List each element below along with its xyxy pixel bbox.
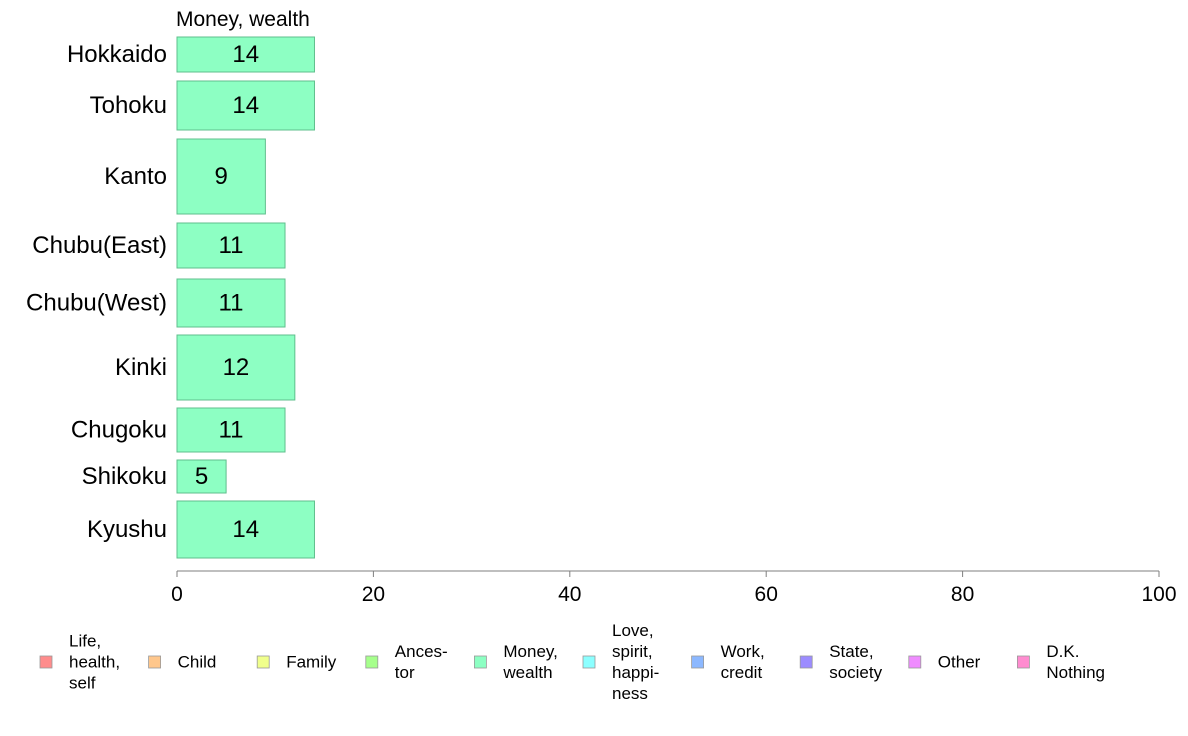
legend-swatch bbox=[365, 655, 379, 669]
bars-group: Hokkaido 14 Tohoku 14 Kanto 9 Chubu(East) 11 Chu… bbox=[26, 36, 315, 559]
legend-item: Work, credit bbox=[691, 642, 765, 682]
legend-label: Child bbox=[178, 653, 217, 672]
legend-label: society bbox=[829, 663, 882, 682]
x-tick-label: 60 bbox=[755, 583, 778, 606]
legend-item: Money, wealth bbox=[473, 642, 558, 682]
legend-swatch bbox=[908, 655, 922, 669]
legend-label: State, bbox=[829, 642, 873, 661]
legend-item: Other bbox=[908, 653, 981, 672]
x-tick-label: 80 bbox=[951, 583, 974, 606]
category-label: Chugoku bbox=[71, 417, 167, 444]
data-label: 9 bbox=[215, 163, 228, 190]
legend-swatch bbox=[473, 655, 487, 669]
category-label: Hokkaido bbox=[67, 41, 167, 68]
legend-label: Money, bbox=[503, 642, 558, 661]
x-tick-label: 0 bbox=[171, 583, 183, 606]
bar bbox=[176, 36, 315, 73]
bar bbox=[176, 138, 266, 215]
legend-item: D.K. Nothing bbox=[1017, 642, 1105, 682]
x-tick-label: 100 bbox=[1141, 583, 1176, 606]
legend-label: Life, bbox=[69, 632, 101, 651]
legend-label: Love, bbox=[612, 621, 654, 640]
legend: Life, health, self Child Family Ances-tor Mone… bbox=[39, 621, 1105, 703]
legend-item: State, society bbox=[799, 642, 883, 682]
data-label: 12 bbox=[223, 354, 250, 381]
data-label: 11 bbox=[219, 232, 244, 259]
legend-swatch bbox=[39, 655, 53, 669]
bar bbox=[176, 278, 286, 328]
legend-label: happi- bbox=[612, 663, 659, 682]
legend-swatch bbox=[1017, 655, 1030, 669]
x-tick-label: 20 bbox=[362, 583, 385, 606]
bar bbox=[176, 407, 286, 453]
x-axis: 0 20 40 60 80 100 bbox=[171, 570, 1177, 606]
x-tick-label: 40 bbox=[558, 583, 581, 606]
legend-label: health, bbox=[69, 653, 120, 672]
legend-item: Love, spirit, happi-ness bbox=[582, 621, 659, 703]
legend-label: credit bbox=[721, 663, 763, 682]
legend-label: wealth bbox=[502, 663, 552, 682]
legend-swatch bbox=[256, 655, 270, 669]
legend-label: Nothing bbox=[1046, 663, 1105, 682]
legend-label: tor bbox=[395, 663, 415, 682]
legend-swatch bbox=[691, 655, 704, 669]
category-label: Chubu(West) bbox=[26, 290, 167, 317]
legend-swatch bbox=[148, 655, 162, 669]
legend-label: ness bbox=[612, 684, 648, 703]
category-label: Chubu(East) bbox=[32, 232, 167, 259]
legend-label: self bbox=[69, 674, 96, 693]
legend-item: Child bbox=[148, 653, 217, 672]
legend-label: Family bbox=[286, 653, 337, 672]
legend-swatch bbox=[582, 655, 596, 669]
legend-item: Family bbox=[256, 653, 337, 672]
category-label: Shikoku bbox=[82, 463, 167, 490]
data-label: 14 bbox=[232, 516, 259, 543]
legend-label: Ances- bbox=[395, 642, 448, 661]
category-label: Kanto bbox=[104, 163, 167, 190]
data-label: 11 bbox=[219, 290, 244, 317]
data-label: 14 bbox=[232, 41, 259, 68]
data-label: 14 bbox=[232, 92, 259, 119]
category-label: Kyushu bbox=[87, 516, 167, 543]
category-label: Kinki bbox=[115, 354, 167, 381]
data-label: 5 bbox=[195, 463, 208, 490]
legend-item: Ances-tor bbox=[365, 642, 448, 682]
legend-item: Life, health, self bbox=[39, 632, 120, 693]
bar bbox=[176, 80, 315, 131]
bar bbox=[176, 334, 296, 401]
legend-label: D.K. bbox=[1046, 642, 1079, 661]
chart-title: Money, wealth bbox=[176, 8, 310, 31]
bar bbox=[176, 222, 286, 269]
category-label: Tohoku bbox=[90, 92, 167, 119]
legend-label: Other bbox=[938, 653, 981, 672]
bar bbox=[176, 500, 315, 559]
legend-label: spirit, bbox=[612, 642, 653, 661]
data-label: 11 bbox=[219, 417, 244, 444]
legend-label: Work, bbox=[721, 642, 765, 661]
legend-swatch bbox=[799, 655, 813, 669]
bar bbox=[176, 459, 227, 494]
